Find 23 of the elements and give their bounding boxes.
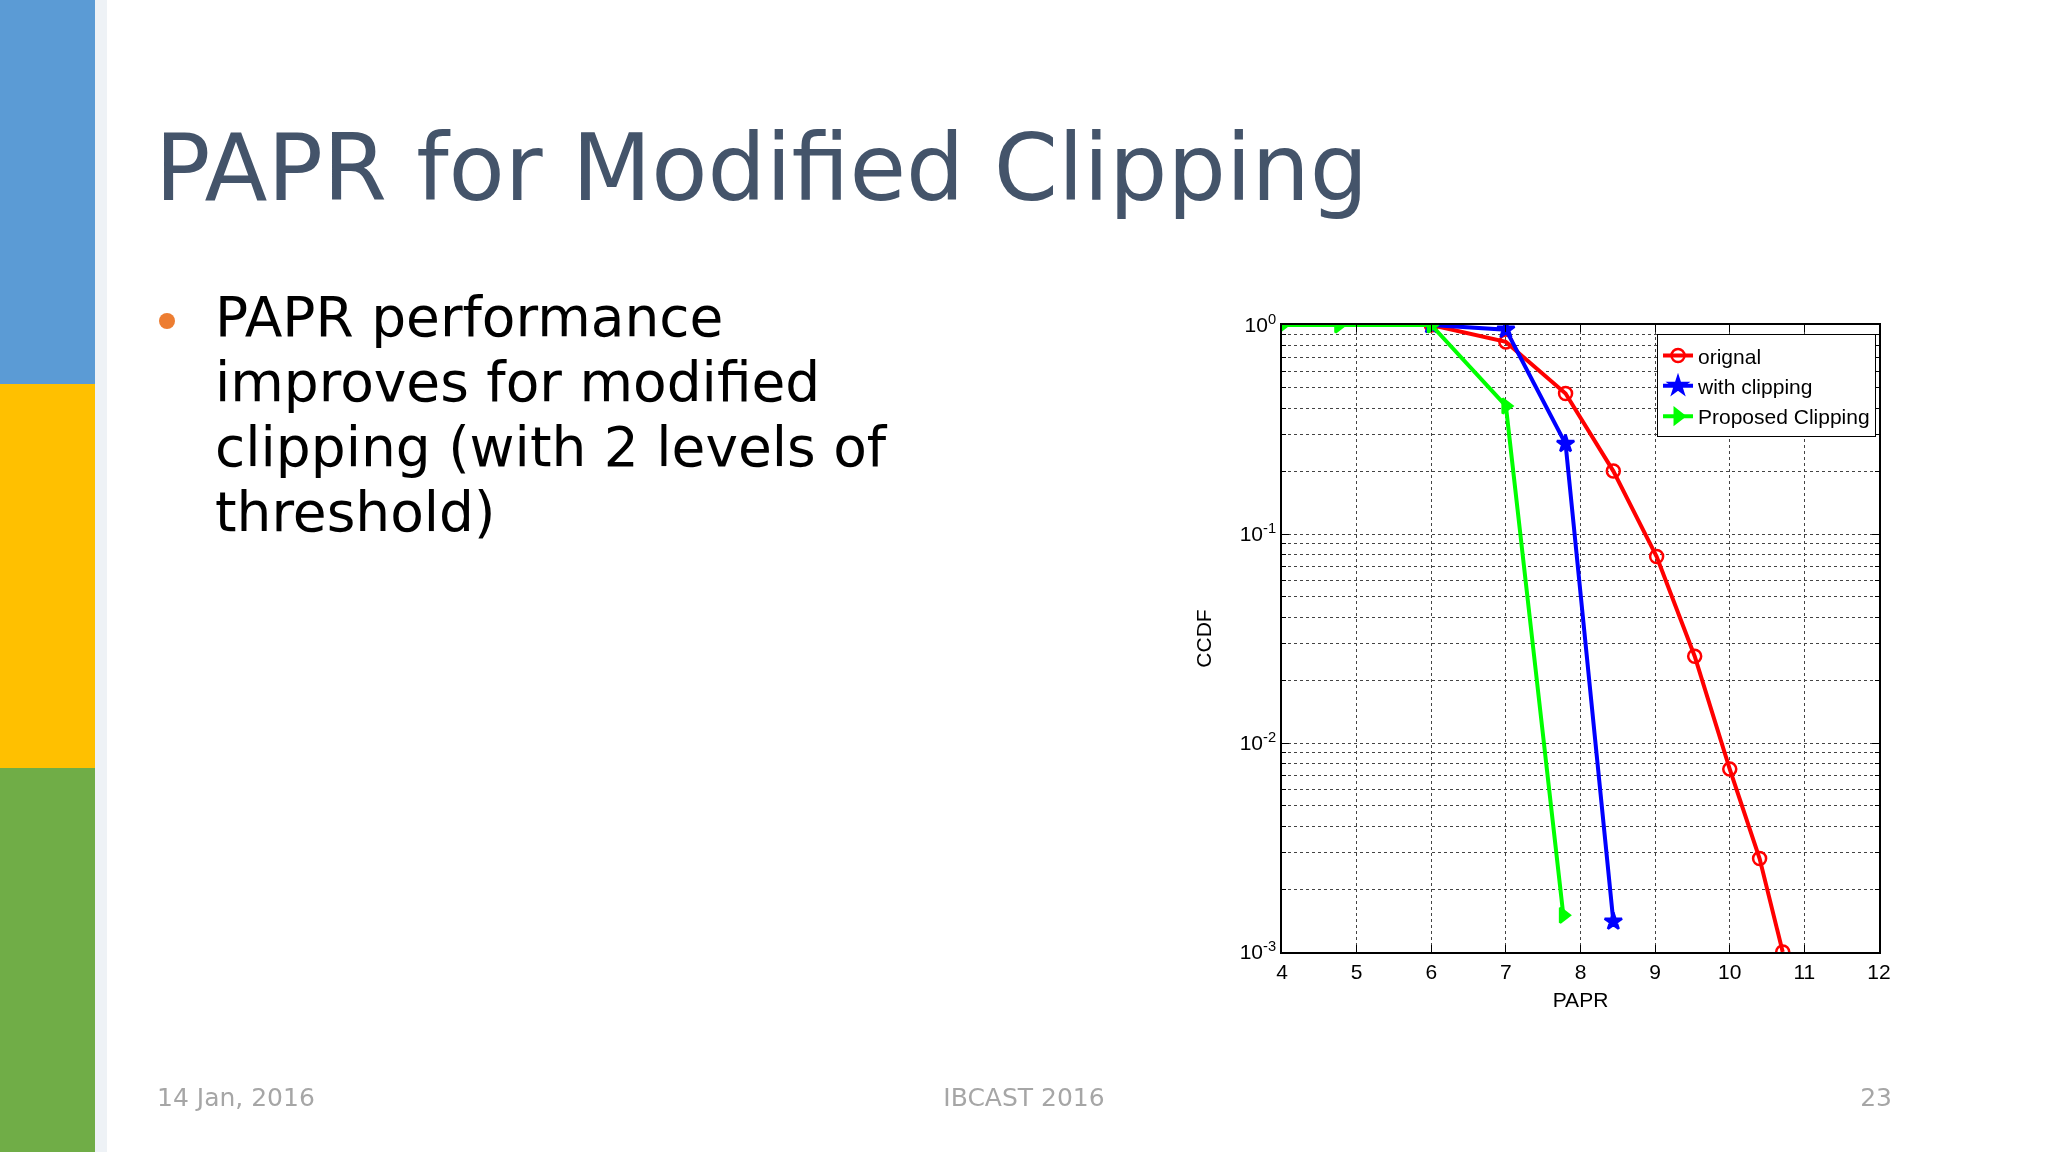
x-tick-label: 8 (1574, 959, 1587, 983)
text: IBCAST 2016 (943, 1083, 1105, 1112)
text: PAPR performance improves for modified clipping (with 2 levels of threshold) (215, 285, 889, 545)
x-tick-label: 7 (1500, 959, 1512, 983)
legend-label: orignal (1698, 344, 1762, 368)
x-tick-label: 12 (1867, 959, 1891, 983)
y-tick-label: 10$^{0}$ (1244, 310, 1277, 337)
text: 23 (1860, 1083, 1892, 1112)
y-tick-label: 10$^{-3}$ (1239, 937, 1277, 964)
y-tick-label: 10$^{-1}$ (1239, 519, 1277, 546)
y-tick-label: 10$^{-2}$ (1239, 728, 1277, 755)
x-axis-title: PAPR (1552, 987, 1609, 1011)
x-tick-label: 4 (1276, 959, 1289, 983)
y-axis-title: CCDF (1192, 609, 1216, 668)
text: 14 Jan, 2016 (157, 1083, 315, 1112)
x-tick-label: 6 (1425, 959, 1438, 983)
legend-label: with clipping (1697, 375, 1813, 399)
x-tick-label: 10 (1718, 959, 1742, 983)
chart-title: PAPR for Modified Clipping (155, 115, 1369, 222)
legend-label: Proposed Clipping (1698, 405, 1870, 429)
x-tick-label: 5 (1350, 959, 1363, 983)
x-tick-label: 11 (1793, 959, 1816, 983)
x-tick-label: 9 (1649, 959, 1661, 983)
